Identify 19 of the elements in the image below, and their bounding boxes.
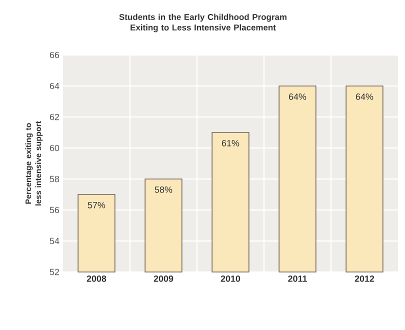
x-tick-label: 2010 — [220, 276, 240, 282]
x-tick-label: 2011 — [288, 276, 307, 282]
y-tick-label: 52 — [50, 268, 60, 276]
y-tick-label: 56 — [50, 206, 60, 214]
data-label: 64% — [356, 94, 374, 100]
x-tick-label: 2008 — [86, 276, 106, 282]
y-tick-label: 64 — [50, 82, 60, 90]
data-label: 57% — [88, 202, 106, 208]
x-tick-label: 2009 — [154, 276, 174, 282]
y-tick-label: 66 — [50, 52, 60, 58]
y-tick-label: 54 — [50, 238, 60, 244]
data-label: 58% — [154, 186, 172, 193]
y-tick-label: 58 — [50, 176, 60, 182]
data-label: 61% — [222, 140, 240, 146]
data-label: 64% — [288, 94, 306, 100]
y-tick-label: 60 — [50, 144, 60, 152]
y-tick-label: 62 — [50, 114, 60, 120]
x-tick-label: 2012 — [354, 276, 374, 282]
chart-title: Students in the Early Childhood Program Exiting to Less Intensive Placement — [119, 14, 286, 32]
